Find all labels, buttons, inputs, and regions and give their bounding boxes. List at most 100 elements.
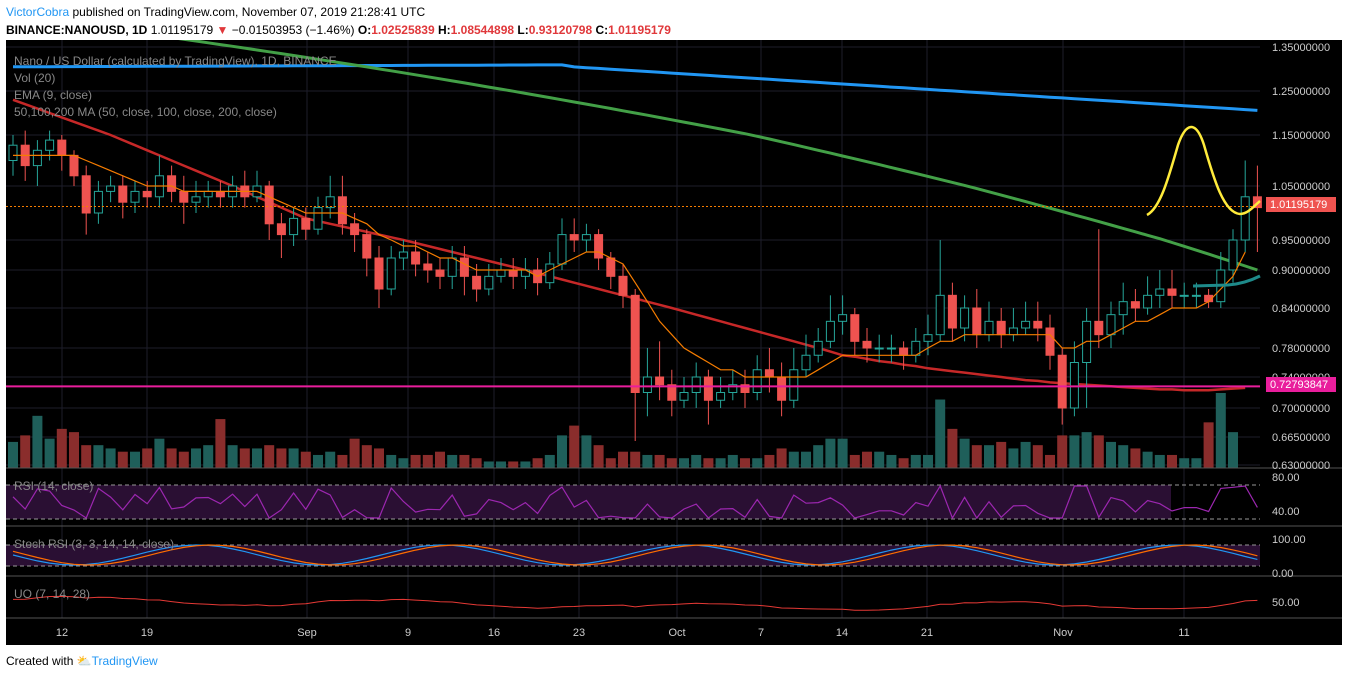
candle-body	[606, 257, 616, 277]
volume-bar	[1032, 445, 1043, 468]
volume-bar	[288, 448, 299, 468]
volume-bar	[1130, 448, 1141, 468]
tradingview-link[interactable]: TradingView	[91, 654, 158, 668]
volume-bar	[874, 451, 885, 468]
ma-legend[interactable]: 50,100,200 MA (50, close, 100, close, 20…	[14, 105, 277, 119]
candle-body	[630, 294, 640, 393]
candle-body	[472, 275, 482, 290]
projection-drawing[interactable]	[1146, 125, 1261, 217]
volume-bar	[984, 445, 994, 468]
candle-body	[386, 257, 396, 290]
rsi-legend[interactable]: RSI (14, close)	[14, 479, 93, 493]
candle-body	[167, 175, 177, 192]
ema-legend[interactable]: EMA (9, close)	[14, 88, 92, 102]
candle-body	[1179, 294, 1189, 297]
volume-bar	[764, 454, 775, 468]
tradingview-logo-icon[interactable]: ⛅	[76, 654, 92, 668]
candle-body	[740, 384, 750, 393]
candle-body	[459, 257, 469, 277]
volume-bar	[1228, 432, 1238, 468]
down-arrow-icon: ▼	[216, 23, 229, 37]
candle-body	[1057, 354, 1067, 409]
candle-body	[69, 154, 79, 177]
candle-body	[447, 257, 457, 277]
candle-body	[716, 392, 726, 401]
volume-bar	[178, 451, 189, 468]
volume-bar	[313, 454, 323, 468]
volume-bar	[825, 438, 836, 468]
candle-body	[935, 294, 945, 336]
candle-body	[337, 196, 347, 225]
last-price: 1.01195179	[150, 23, 214, 37]
volume-bar	[801, 451, 811, 468]
vol-legend[interactable]: Vol (20)	[14, 71, 55, 85]
candle-body	[569, 234, 579, 241]
volume-bar	[1057, 435, 1068, 468]
author-link[interactable]: VictorCobra	[6, 5, 70, 19]
price-tick-label: 0.66500000	[1272, 432, 1330, 444]
volume-bar	[459, 454, 470, 468]
candle-body	[215, 190, 225, 198]
candle-body	[691, 376, 701, 393]
volume-bar	[569, 425, 580, 468]
candle-body	[289, 217, 299, 236]
candle-body	[362, 234, 372, 259]
candle-body	[594, 234, 604, 259]
symbol-label: BINANCE:NANOUSD, 1D	[6, 23, 148, 37]
candle-body	[813, 340, 823, 356]
volume-bar	[117, 451, 128, 468]
time-scale[interactable]: 12 19 Sep 9 16 23 Oct 7 14 21 Nov 11	[56, 627, 1190, 639]
volume-bar	[215, 419, 226, 468]
candle-body	[874, 347, 884, 350]
trend-drawing[interactable]	[1192, 274, 1261, 288]
volume-bar	[56, 428, 67, 468]
candle-body	[496, 269, 506, 277]
time-tick-label: 16	[488, 627, 500, 639]
volume-bar	[923, 454, 933, 468]
candle-body	[996, 320, 1006, 336]
volume-bar	[1081, 432, 1092, 468]
candle-body	[81, 175, 91, 214]
volume-bar	[1179, 458, 1190, 468]
volume-bar	[605, 458, 616, 468]
volume-bar	[776, 448, 787, 468]
volume-bar	[849, 454, 860, 468]
candle-body	[1155, 288, 1165, 296]
candle-body	[1021, 320, 1031, 329]
candle-body	[1045, 327, 1055, 356]
volume-bars	[8, 393, 1238, 468]
volume-bar	[947, 428, 958, 468]
volume-bar	[679, 458, 689, 468]
time-tick-label: Nov	[1053, 627, 1073, 639]
candle-body	[423, 263, 433, 271]
volume-bar	[544, 454, 555, 468]
candle-body	[923, 334, 933, 342]
price-chart[interactable]: Nano / US Dollar (calculated by TradingV…	[0, 40, 1348, 650]
volume-bar	[361, 445, 372, 468]
uo-legend[interactable]: UO (7, 14, 28)	[14, 587, 90, 601]
volume-bar	[447, 454, 458, 468]
candle-body	[179, 190, 189, 203]
volume-bar	[813, 445, 824, 468]
candle-body	[801, 354, 811, 371]
price-tick-label: 0.84000000	[1272, 303, 1330, 315]
time-tick-label: 11	[1178, 627, 1189, 639]
candle-body	[1106, 314, 1116, 336]
stoch-k-line	[12, 544, 1258, 566]
volume-bar	[971, 445, 982, 468]
ma200-line	[13, 63, 1258, 112]
volume-bar	[227, 445, 238, 468]
candle-body	[655, 376, 665, 386]
rsi-scale-40: 40.00	[1272, 506, 1300, 518]
candle-body	[45, 139, 55, 151]
price-scale[interactable]: 1.35000000 1.25000000 1.15000000 1.05000000…	[1272, 42, 1330, 472]
volume-bar	[337, 454, 348, 468]
volume-bar	[398, 458, 409, 468]
price-tick-label: 0.63000000	[1272, 460, 1330, 472]
uo-line	[12, 595, 1258, 611]
volume-bar	[593, 445, 604, 468]
stoch-legend[interactable]: Stoch RSI (3, 3, 14, 14, close)	[14, 537, 174, 551]
volume-bar	[20, 435, 31, 468]
symbol-line: BINANCE:NANOUSD, 1D 1.01195179 ▼ −0.0150…	[6, 23, 671, 37]
volume-bar	[1167, 454, 1177, 468]
